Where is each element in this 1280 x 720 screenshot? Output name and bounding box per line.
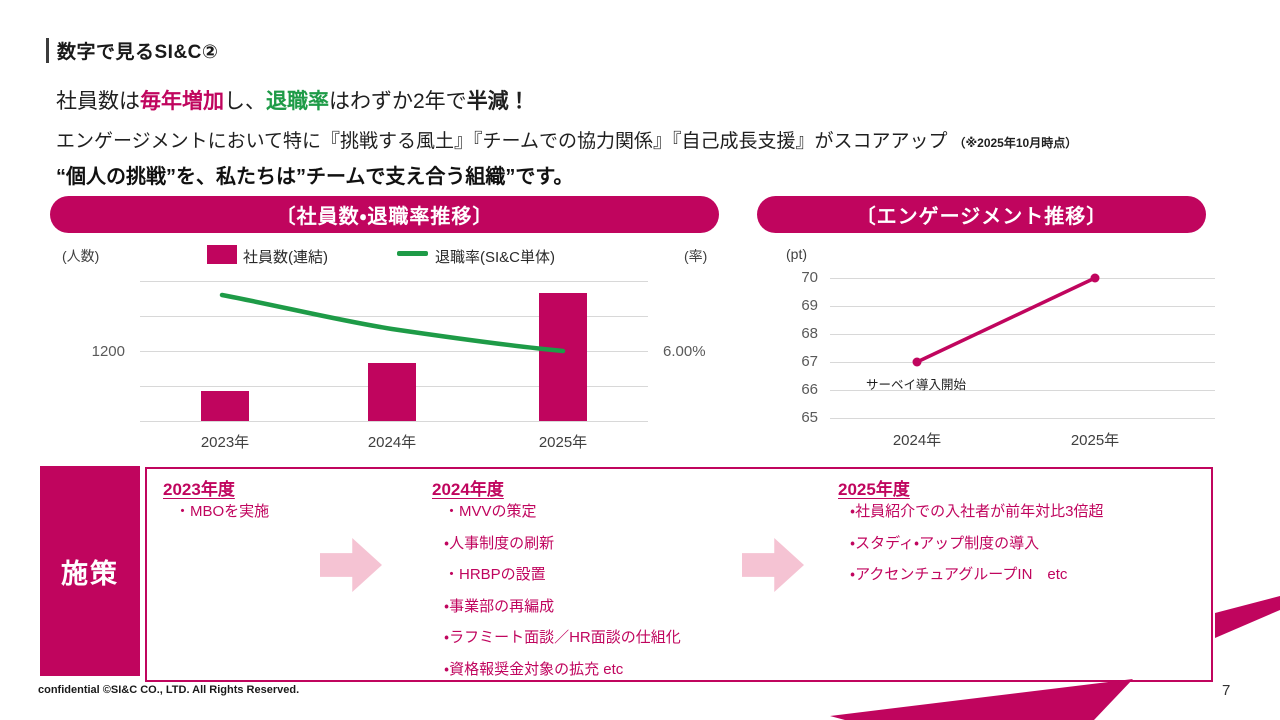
legend-line-swatch: [397, 251, 428, 256]
lead1-seg1: 社員数は: [56, 90, 140, 113]
legend-bar-swatch: [207, 245, 237, 264]
measure-item: ・アクセンチュアグループIN etc: [850, 566, 1068, 583]
lead1-highlight-green: 退職率: [266, 90, 329, 113]
right-ytick-66: 66: [801, 381, 818, 398]
right-ytick-65: 65: [801, 409, 818, 426]
ribbon-upper: [1215, 596, 1280, 638]
engagement-line-chart: [912, 273, 1100, 367]
measure-item: ・MBOを実施: [175, 503, 270, 520]
ribbon-lower: [830, 679, 1133, 720]
right-ytick-69: 69: [801, 297, 818, 314]
lead1-seg3: はわずか2年で: [329, 90, 467, 113]
bar-2023: [201, 391, 249, 421]
measure-item: ・MVVの策定: [444, 503, 537, 520]
measures-heading-2024: 2024年度: [432, 480, 504, 499]
right-gridline-65: [830, 418, 1215, 419]
left-gridline-baseline: [140, 421, 648, 422]
measures-heading-2023: 2023年度: [163, 480, 235, 499]
right-gridline-70: [830, 278, 1215, 279]
right-ytick-67: 67: [801, 353, 818, 370]
right-gridline-67: [830, 362, 1215, 363]
measures-list-2023: ・MBOを実施: [175, 496, 269, 528]
right-gridline-68: [830, 334, 1215, 335]
lead1-highlight-magenta: 毎年増加: [140, 90, 224, 113]
right-ytick-68: 68: [801, 325, 818, 342]
measure-item: ・HRBPの設置: [444, 566, 546, 583]
right-ytick-70: 70: [801, 269, 818, 286]
footer-copyright: confidential ©SI&C CO., LTD. All Rights …: [38, 684, 300, 696]
left-chart-unit-left: (人数): [62, 248, 100, 264]
measure-item: ・人事制度の刷新: [444, 534, 555, 552]
right-chart-title-pill: 〔エンゲージメント推移〕: [757, 196, 1206, 233]
right-xlabel-2025: 2025年: [1070, 432, 1120, 449]
legend-label-employees: 社員数(連結): [243, 249, 328, 266]
left-chart-title: 〔社員数・退職率推移〕: [275, 206, 494, 228]
measure-item: ・社員紹介での入社者が前年対比3倍超: [850, 503, 1104, 520]
bar-2024: [368, 363, 416, 421]
measure-item: ・ラフミート面談／HR面談の仕組化: [444, 629, 681, 646]
left-gridline-1: [140, 281, 648, 282]
lead1-seg2: し、: [224, 90, 266, 113]
survey-start-annotation: サーベイ導入開始: [866, 378, 967, 392]
left-chart-unit-right: (率): [684, 248, 708, 264]
right-gridline-69: [830, 306, 1215, 307]
left-xlabel-2023: 2023年: [200, 434, 250, 451]
lead1-bold-end: 半減！: [466, 90, 530, 113]
left-chart-title-pill: 〔社員数・退職率推移〕: [50, 196, 719, 233]
measure-item: ・資格報奨金対象の拡充 etc: [444, 660, 624, 678]
lead-line-2: エンゲージメントにおいて特に『挑戦する風土』『チームでの協力関係』『自己成長支援…: [56, 126, 1077, 153]
left-xlabel-2025: 2025年: [538, 434, 588, 451]
measures-heading-2025: 2025年度: [838, 480, 910, 499]
bar-2025: [539, 293, 587, 421]
measures-list-2025: ・社員紹介での入社者が前年対比3倍超 ・スタディ・アップ制度の導入 ・アクセンチ…: [850, 496, 1103, 591]
title-accent-bar: [46, 38, 49, 63]
left-xlabel-2024: 2024年: [367, 434, 417, 451]
turnover-line: [219, 292, 566, 354]
page-number: 7: [1222, 682, 1231, 699]
right-xlabel-2024: 2024年: [892, 432, 942, 449]
right-chart-title: 〔エンゲージメント推移〕: [855, 206, 1108, 228]
lead2-main: エンゲージメントにおいて特に『挑戦する風土』『チームでの協力関係』『自己成長支援…: [56, 131, 948, 152]
measure-item: ・スタディ・アップ制度の導入: [850, 534, 1040, 552]
right-chart-unit: (pt): [786, 246, 807, 262]
measures-list-2024: ・MVVの策定 ・人事制度の刷新 ・HRBPの設置 ・事業部の再編成 ・ラフミー…: [444, 496, 681, 685]
measures-sidebar-label: 施策: [61, 558, 119, 589]
right-axis-tick-6pct: 6.00%: [663, 343, 706, 360]
lead2-date-note: （※2025年10月時点）: [953, 136, 1078, 150]
measure-item: ・事業部の再編成: [444, 597, 555, 615]
lead-line-3: “個人の挑戦”を、私たちは”チームで支え合う組織”です。: [56, 166, 574, 188]
right-gridline-66: [830, 390, 1215, 391]
legend-label-turnover: 退職率(SI&C単体): [435, 249, 556, 266]
page-title: 数字で見るSI&C②: [57, 42, 219, 63]
measures-sidebar: 施策: [40, 466, 140, 676]
left-axis-tick-1200: 1200: [91, 343, 125, 360]
lead-line-1: 社員数は毎年増加し、退職率はわずか2年で半減！: [56, 85, 530, 115]
engagement-line: [916, 276, 1096, 364]
